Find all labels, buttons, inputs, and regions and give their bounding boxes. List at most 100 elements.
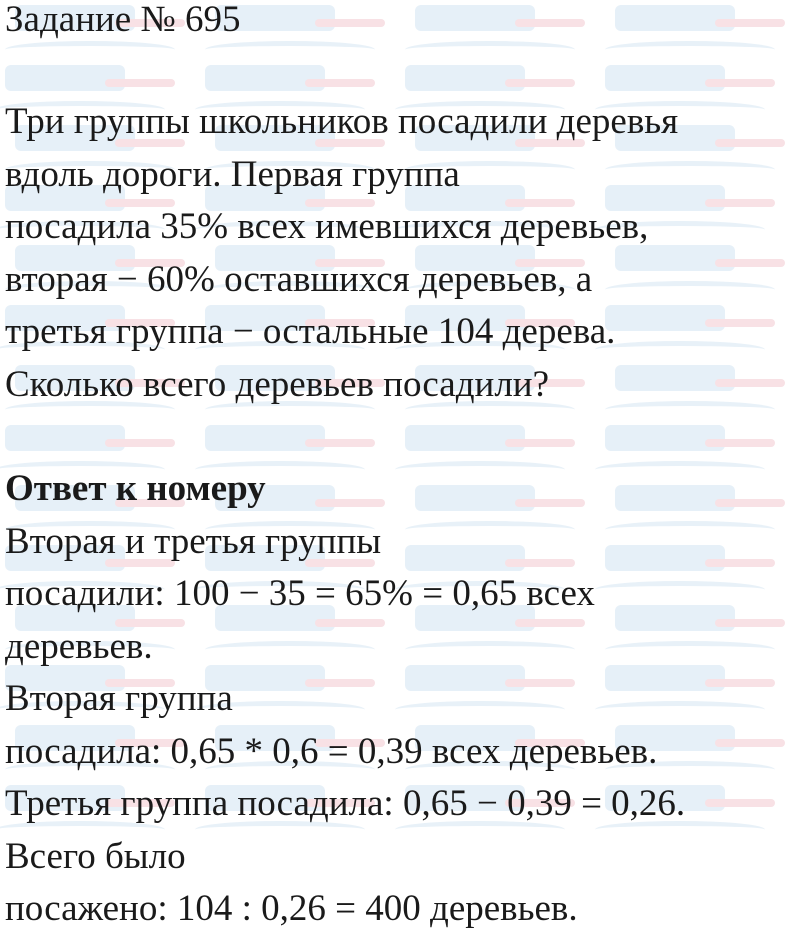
- watermark-suffix-mark: [315, 379, 385, 387]
- watermark-suffix-mark: [115, 739, 185, 747]
- watermark-wave: [405, 161, 575, 178]
- watermark-suffix-mark: [715, 139, 785, 147]
- watermark-suffix-mark: [305, 79, 375, 87]
- watermark-suffix-mark: [715, 379, 785, 387]
- watermark-wave: [395, 821, 565, 838]
- watermark-suffix-mark: [505, 199, 575, 207]
- problem-line: Три группы школьников посадили деревья: [5, 101, 679, 142]
- problem-line: Сколько всего деревьев посадили?: [5, 363, 550, 405]
- watermark-wave: [605, 401, 775, 418]
- watermark-suffix-mark: [705, 799, 775, 807]
- watermark-logo-mark: [15, 485, 135, 511]
- watermark-wave: [395, 101, 565, 118]
- watermark-logo-mark: [205, 545, 325, 571]
- watermark-suffix-mark: [515, 259, 585, 267]
- watermark-wave: [605, 521, 775, 538]
- watermark-suffix-mark: [105, 319, 175, 327]
- watermark-logo-mark: [405, 785, 525, 811]
- watermark-wave: [595, 701, 765, 718]
- watermark-logo-mark: [15, 125, 135, 151]
- watermark-wave: [595, 221, 765, 238]
- watermark-logo-mark: [215, 125, 335, 151]
- watermark-suffix-mark: [315, 739, 385, 747]
- watermark-logo-mark: [5, 305, 125, 331]
- watermark-wave: [395, 221, 565, 238]
- watermark-wave: [395, 461, 565, 478]
- watermark-wave: [5, 761, 175, 778]
- watermark-logo-mark: [615, 485, 735, 511]
- watermark-suffix-mark: [505, 79, 575, 87]
- watermark-suffix-mark: [315, 19, 385, 27]
- watermark-wave: [595, 821, 765, 838]
- watermark-suffix-mark: [115, 259, 185, 267]
- watermark-suffix-mark: [115, 619, 185, 627]
- watermark-logo-mark: [415, 725, 535, 751]
- answer-line: посадила: 0,65 * 0,6 = 0,39 всех деревье…: [5, 730, 658, 772]
- watermark-suffix-mark: [715, 739, 785, 747]
- watermark-suffix-mark: [705, 199, 775, 207]
- watermark-logo-mark: [605, 305, 725, 331]
- watermark-suffix-mark: [715, 619, 785, 627]
- watermark-wave: [0, 221, 165, 238]
- watermark-logo-mark: [5, 425, 125, 451]
- watermark-wave: [605, 761, 775, 778]
- watermark-wave: [405, 281, 575, 298]
- watermark-suffix-mark: [115, 499, 185, 507]
- watermark-logo-mark: [605, 425, 725, 451]
- watermark-suffix-mark: [105, 799, 175, 807]
- watermark-suffix-mark: [505, 319, 575, 327]
- watermark-suffix-mark: [105, 79, 175, 87]
- watermark-wave: [5, 401, 175, 418]
- watermark-suffix-mark: [115, 139, 185, 147]
- watermark-logo-mark: [415, 5, 535, 31]
- watermark-logo-mark: [415, 365, 535, 391]
- watermark-wave: [405, 641, 575, 658]
- watermark-suffix-mark: [315, 259, 385, 267]
- watermark-wave: [195, 221, 365, 238]
- watermark-logo-mark: [215, 485, 335, 511]
- watermark-wave: [205, 761, 375, 778]
- watermark-suffix-mark: [315, 499, 385, 507]
- watermark-logo-mark: [415, 245, 535, 271]
- watermark-logo-mark: [405, 65, 525, 91]
- watermark-suffix-mark: [715, 499, 785, 507]
- watermark-logo-mark: [5, 65, 125, 91]
- watermark-suffix-mark: [105, 679, 175, 687]
- problem-line: посадила 35% всех имевшихся деревьев,: [5, 206, 649, 247]
- watermark-suffix-mark: [305, 799, 375, 807]
- watermark-wave: [595, 341, 765, 358]
- watermark-wave: [5, 281, 175, 298]
- watermark-wave: [595, 581, 765, 598]
- watermark-suffix-mark: [515, 19, 585, 27]
- watermark-wave: [195, 101, 365, 118]
- answer-text: Вторая и третья группы посадили: 100 − 3…: [5, 516, 795, 936]
- watermark-logo-mark: [205, 665, 325, 691]
- watermark-suffix-mark: [305, 679, 375, 687]
- watermark-wave: [205, 521, 375, 538]
- watermark-wave: [405, 761, 575, 778]
- watermark-logo-mark: [605, 185, 725, 211]
- watermark-wave: [195, 581, 365, 598]
- watermark-suffix-mark: [515, 139, 585, 147]
- watermark-wave: [405, 521, 575, 538]
- watermark-wave: [195, 701, 365, 718]
- watermark-suffix-mark: [505, 679, 575, 687]
- watermark-suffix-mark: [305, 199, 375, 207]
- watermark-suffix-mark: [305, 439, 375, 447]
- problem-line: вдоль дороги. Первая группа: [5, 153, 460, 195]
- watermark-logo-mark: [15, 245, 135, 271]
- answer-line: Всего было: [5, 835, 186, 877]
- watermark-logo-mark: [5, 665, 125, 691]
- watermark-logo-mark: [615, 125, 735, 151]
- watermark-logo-mark: [605, 545, 725, 571]
- watermark: [0, 5, 785, 838]
- watermark-wave: [5, 521, 175, 538]
- watermark-logo-mark: [205, 425, 325, 451]
- watermark-wave: [405, 41, 575, 58]
- watermark-logo-mark: [5, 185, 125, 211]
- watermark-wave: [195, 821, 365, 838]
- answer-line: посажено: 104 : 0,26 = 400 деревьев.: [5, 888, 578, 929]
- task-title: Задание № 695: [5, 0, 241, 40]
- problem-line: вторая − 60% оставшихся деревьев, а: [5, 258, 593, 300]
- watermark-wave: [595, 101, 765, 118]
